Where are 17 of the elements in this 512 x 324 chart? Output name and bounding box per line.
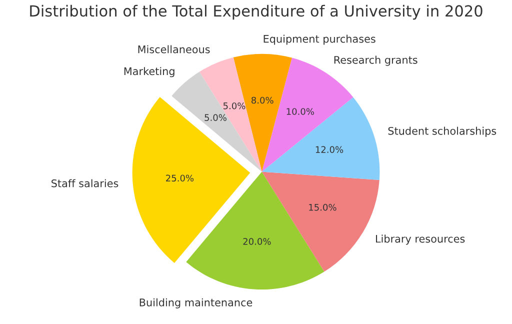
data-label: 8.0% <box>252 96 274 104</box>
data-label: 12.0% <box>316 146 344 153</box>
slice-label: Staff salaries <box>52 179 118 188</box>
slice-label: Equipment purchases <box>264 34 376 45</box>
data-label: 10.0% <box>286 108 314 115</box>
data-label: 5.0% <box>223 102 246 110</box>
data-label: 15.0% <box>309 204 336 211</box>
slice-label: Miscellaneous <box>138 45 210 54</box>
data-label: 25.0% <box>166 174 194 182</box>
slice-label: Marketing <box>124 67 174 78</box>
slice-label: Student scholarships <box>388 126 496 137</box>
slice-label: Research grants <box>334 56 418 66</box>
slice-label: Building maintenance <box>140 298 252 308</box>
slice-label: Library resources <box>376 234 465 245</box>
data-label: 5.0% <box>204 114 226 121</box>
data-label: 20.0% <box>243 238 271 245</box>
chart-title: Distribution of the Total Expenditure of a University in 2020 <box>30 4 482 20</box>
